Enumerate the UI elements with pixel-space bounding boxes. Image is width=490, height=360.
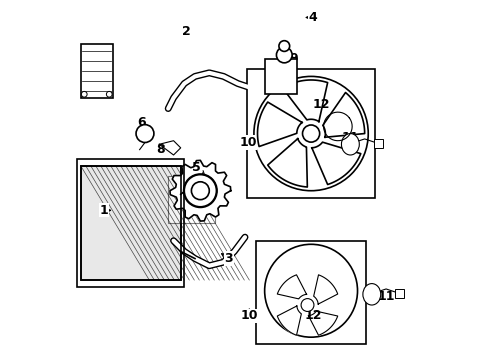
Bar — [81, 166, 181, 280]
Bar — [168, 176, 215, 223]
Text: 6: 6 — [137, 116, 146, 129]
Text: 4: 4 — [309, 11, 317, 24]
Circle shape — [136, 125, 154, 143]
Circle shape — [81, 91, 87, 97]
Bar — [247, 69, 375, 198]
Text: 12: 12 — [313, 99, 331, 112]
Polygon shape — [258, 102, 302, 147]
Ellipse shape — [363, 284, 381, 305]
Text: 11: 11 — [342, 131, 359, 144]
Text: 10: 10 — [239, 136, 257, 149]
Polygon shape — [314, 275, 338, 304]
Text: 9: 9 — [289, 52, 297, 65]
Circle shape — [192, 182, 209, 200]
Circle shape — [301, 298, 314, 311]
Text: 3: 3 — [224, 252, 233, 265]
Text: 12: 12 — [304, 309, 321, 322]
Polygon shape — [283, 80, 328, 122]
Polygon shape — [312, 142, 361, 185]
Text: 2: 2 — [182, 25, 191, 38]
Bar — [256, 241, 367, 344]
Polygon shape — [268, 139, 307, 187]
Bar — [77, 158, 184, 287]
Bar — [265, 59, 297, 94]
Bar — [81, 44, 113, 98]
Polygon shape — [277, 275, 307, 299]
Circle shape — [254, 76, 368, 191]
Text: 1: 1 — [99, 204, 108, 217]
Polygon shape — [170, 160, 231, 221]
Text: 11: 11 — [377, 289, 395, 303]
Circle shape — [279, 41, 290, 51]
Circle shape — [106, 91, 112, 97]
Circle shape — [184, 175, 217, 207]
Circle shape — [302, 125, 319, 142]
Bar — [395, 289, 404, 298]
Circle shape — [276, 47, 292, 63]
Ellipse shape — [342, 134, 359, 155]
Bar — [81, 166, 181, 280]
Circle shape — [184, 174, 217, 207]
Text: 7: 7 — [98, 81, 106, 94]
Text: 5: 5 — [193, 161, 201, 174]
Polygon shape — [277, 306, 301, 335]
Text: 10: 10 — [241, 309, 258, 322]
Text: 8: 8 — [157, 143, 165, 156]
Polygon shape — [323, 93, 365, 137]
Bar — [373, 139, 383, 148]
Polygon shape — [308, 311, 338, 335]
Circle shape — [265, 244, 358, 337]
